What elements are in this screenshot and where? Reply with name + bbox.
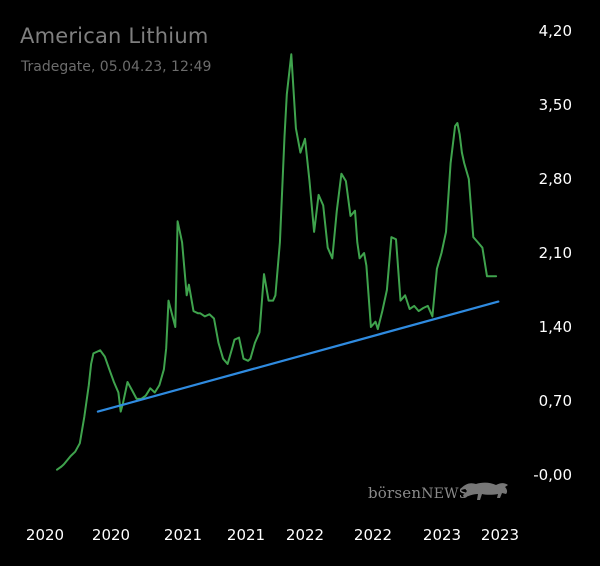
- brand-name: börsen: [368, 484, 422, 502]
- x-tick-label: 2020: [92, 526, 130, 544]
- chart-subtitle: Tradegate, 05.04.23, 12:49: [21, 59, 212, 75]
- x-tick-label: 2021: [227, 526, 265, 544]
- bull-icon: [460, 482, 508, 500]
- y-tick-label: -0,00: [533, 466, 572, 484]
- brand-suffix: NEWS: [421, 486, 469, 502]
- price-line: [56, 53, 498, 471]
- x-tick-label: 2022: [354, 526, 392, 544]
- chart-title: American Lithium: [20, 24, 209, 48]
- x-tick-label: 2020: [26, 526, 64, 544]
- y-tick-label: 0,70: [539, 392, 572, 410]
- brand-watermark: börsenNEWS: [368, 484, 469, 502]
- x-tick-label: 2023: [481, 526, 519, 544]
- y-tick-label: 4,20: [539, 22, 572, 40]
- x-tick-label: 2021: [164, 526, 202, 544]
- x-tick-label: 2023: [423, 526, 461, 544]
- y-tick-label: 2,80: [539, 170, 572, 188]
- x-tick-label: 2022: [286, 526, 324, 544]
- y-tick-label: 1,40: [539, 318, 572, 336]
- trend-line: [96, 300, 500, 413]
- y-tick-label: 2,10: [539, 244, 572, 262]
- y-tick-label: 3,50: [539, 96, 572, 114]
